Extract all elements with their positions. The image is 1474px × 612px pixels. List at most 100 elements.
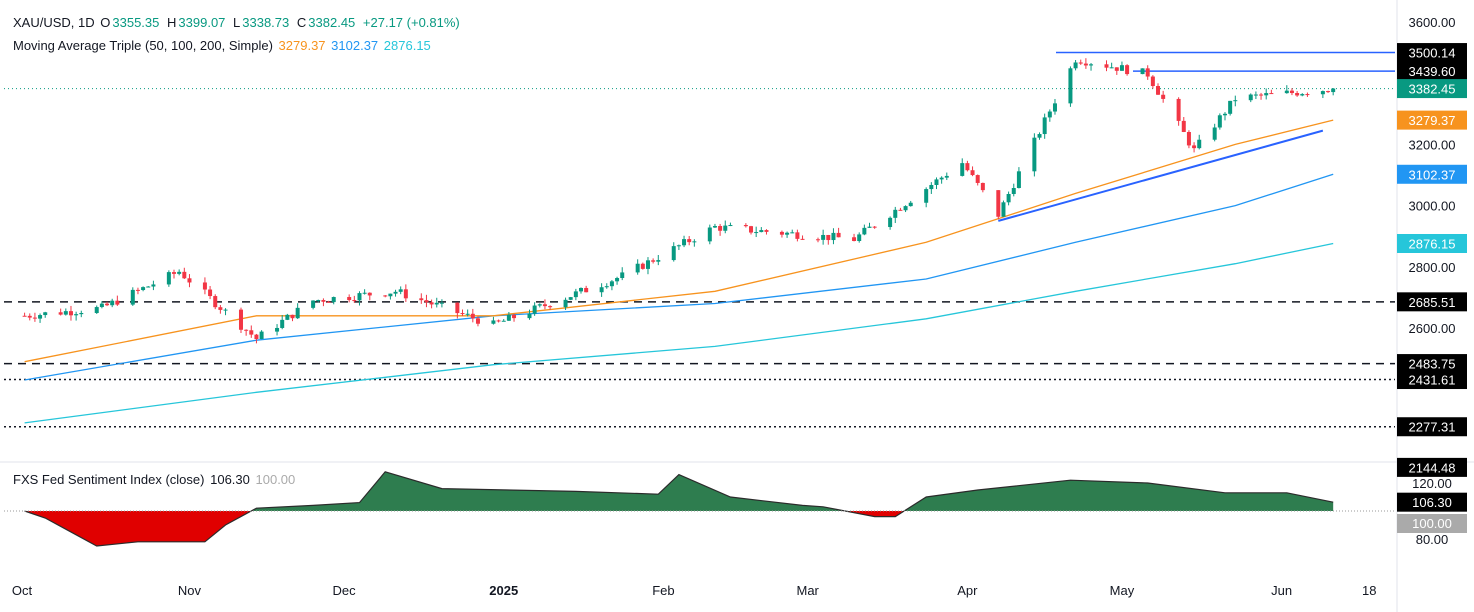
candle-body	[980, 182, 985, 191]
sentiment-line	[24, 471, 1334, 547]
candle-body	[316, 299, 321, 301]
price-tick-3: 2800.00	[1409, 260, 1456, 275]
candle-body	[975, 175, 980, 183]
candle-body	[94, 307, 99, 314]
level-label-bg-8	[1397, 370, 1467, 390]
candle-body	[532, 305, 537, 314]
candle-body	[105, 303, 110, 306]
x-tick-3: 2025	[489, 583, 518, 598]
candle-body	[357, 293, 362, 301]
candle-body	[38, 315, 43, 319]
candle-body	[182, 271, 187, 279]
candle-body	[208, 289, 213, 297]
candle-body	[259, 331, 264, 339]
candle-body	[599, 287, 604, 293]
candle-body	[826, 234, 831, 241]
candle-body	[321, 299, 326, 302]
candle-body	[759, 230, 764, 233]
candle-body	[434, 302, 439, 305]
low-value: L 3338.73	[233, 15, 290, 30]
candle-body	[573, 291, 578, 298]
candle-body	[419, 298, 424, 301]
candle-body	[1032, 137, 1037, 172]
candle-body	[687, 239, 692, 243]
candle-body	[43, 312, 48, 316]
candle-body	[501, 320, 506, 322]
candle-body	[455, 302, 460, 314]
candle-body	[604, 286, 609, 288]
candle-body	[584, 287, 589, 293]
candle-body	[996, 190, 1001, 217]
ma100-line	[24, 173, 1334, 381]
sentiment-base-label: 100.00	[1412, 516, 1452, 531]
candle-body	[934, 179, 939, 185]
candle-body	[1083, 63, 1088, 66]
candle-body	[790, 232, 795, 234]
candle-body	[1089, 64, 1094, 66]
level-label-9: 2277.31	[1409, 420, 1456, 435]
candle-body	[743, 225, 748, 227]
candle-body	[1289, 90, 1294, 94]
candle-body	[867, 226, 872, 228]
candle-body	[1125, 65, 1130, 75]
candle-body	[1192, 145, 1197, 149]
sentiment-area-positive	[24, 471, 1334, 511]
candle-body	[429, 302, 434, 305]
candle-body	[135, 289, 140, 291]
candle-body	[151, 284, 156, 287]
candle-body	[718, 226, 723, 231]
x-tick-4: Feb	[652, 583, 674, 598]
change-value: +27.17 (+0.81%)	[362, 15, 460, 30]
sentiment-area-negative	[24, 511, 1334, 546]
x-tick-9: 18	[1362, 583, 1376, 598]
candle-body	[620, 272, 625, 279]
level-label-bg-4	[1397, 164, 1467, 184]
level-label-0: 3500.14	[1409, 46, 1456, 61]
candle-body	[244, 329, 249, 331]
price-tick-4: 2600.00	[1409, 321, 1456, 336]
candle-body	[749, 226, 754, 233]
candle-body	[187, 278, 192, 283]
candle-body	[393, 291, 398, 294]
candle-body	[527, 313, 532, 319]
candle-body	[290, 314, 295, 319]
candle-body	[1253, 94, 1258, 96]
candle-body	[944, 175, 949, 178]
candle-body	[965, 163, 970, 171]
sentiment-value-label: 106.30	[1412, 495, 1452, 510]
candle-body	[367, 292, 372, 296]
candle-body	[249, 330, 254, 335]
candle-body	[800, 238, 805, 240]
candle-body	[1228, 100, 1233, 114]
candle-body	[1233, 100, 1238, 102]
level-label-bg-0	[1397, 43, 1467, 63]
candle-body	[1047, 111, 1052, 118]
candle-body	[1104, 64, 1109, 68]
candle-body	[1011, 188, 1016, 194]
candle-body	[1150, 76, 1155, 87]
candle-body	[1001, 202, 1006, 217]
level-label-bg-5	[1397, 233, 1467, 253]
sentiment-tick-1: 80.00	[1416, 532, 1449, 547]
candle-body	[79, 313, 84, 315]
candle-body	[58, 312, 63, 315]
candle-body	[68, 311, 73, 316]
candle-body	[815, 239, 820, 241]
candle-body	[465, 313, 470, 315]
candle-body	[1006, 193, 1011, 203]
level-label-7: 2483.75	[1409, 357, 1456, 372]
candle-body	[496, 320, 501, 322]
sentiment-base-bg	[1397, 514, 1467, 533]
candle-body	[929, 184, 934, 190]
ma-legend: Moving Average Triple (50, 100, 200, Sim…	[13, 38, 433, 53]
level-label-3: 3279.37	[1409, 113, 1456, 128]
candle-body	[960, 163, 965, 176]
candle-body	[213, 296, 218, 308]
high-value: H 3399.07	[167, 15, 226, 30]
candle-body	[1037, 134, 1042, 138]
candle-body	[831, 232, 836, 241]
candle-body	[22, 315, 27, 317]
candle-body	[130, 289, 135, 305]
candle-body	[1145, 68, 1150, 77]
candle-body	[218, 307, 223, 310]
